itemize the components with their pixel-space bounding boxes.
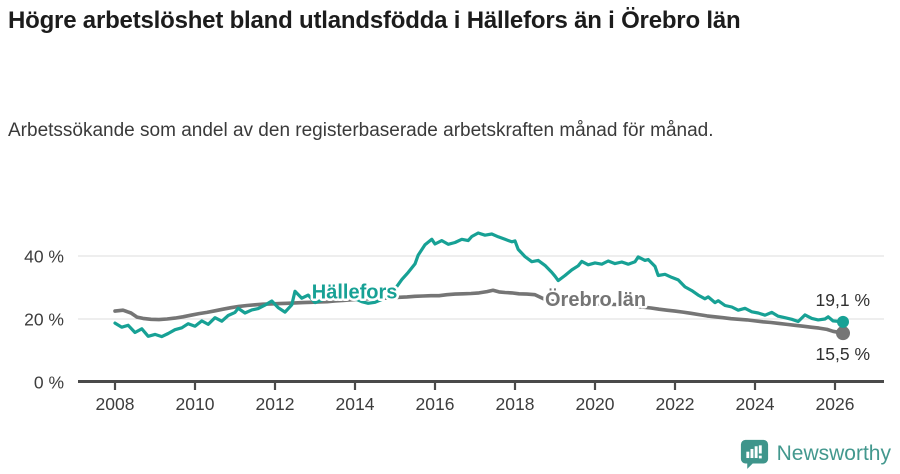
y-axis-tick-label: 0 % [34, 373, 64, 393]
x-axis-tick-label: 2018 [496, 394, 535, 414]
x-axis-tick-label: 2012 [256, 394, 295, 414]
newsworthy-logo[interactable]: Newsworthy [740, 438, 891, 469]
x-axis-tick-label: 2010 [176, 394, 215, 414]
chart-subtitle: Arbetssökande som andel av den registerb… [8, 120, 714, 141]
brand-name: Newsworthy [776, 441, 891, 465]
x-axis-tick-label: 2024 [736, 394, 775, 414]
y-axis-tick-label: 20 % [24, 310, 64, 330]
x-axis-tick-label: 2014 [336, 394, 375, 414]
y-axis-tick-label: 40 % [24, 247, 64, 267]
end-point-örebro-län [836, 326, 850, 341]
x-axis-tick-label: 2026 [816, 394, 855, 414]
x-axis-tick-label: 2022 [656, 394, 695, 414]
series-label-örebro-län: Örebro län [545, 288, 646, 311]
series-label-hällefors: Hällefors [312, 282, 398, 304]
end-value-label-örebro-län: 15,5 % [816, 344, 870, 364]
bar-chart-bubble-icon [740, 439, 768, 469]
x-axis-tick-label: 2008 [96, 394, 135, 414]
end-point-hällefors [837, 315, 849, 328]
series-line-örebro-län [113, 288, 845, 335]
series-line-hällefors [113, 231, 845, 339]
end-value-label-hällefors: 19,1 % [816, 290, 870, 310]
page-title: Högre arbetslöshet bland utlandsfödda i … [8, 7, 741, 34]
x-axis-tick-label: 2020 [576, 394, 615, 414]
x-axis-tick-label: 2016 [416, 394, 455, 414]
